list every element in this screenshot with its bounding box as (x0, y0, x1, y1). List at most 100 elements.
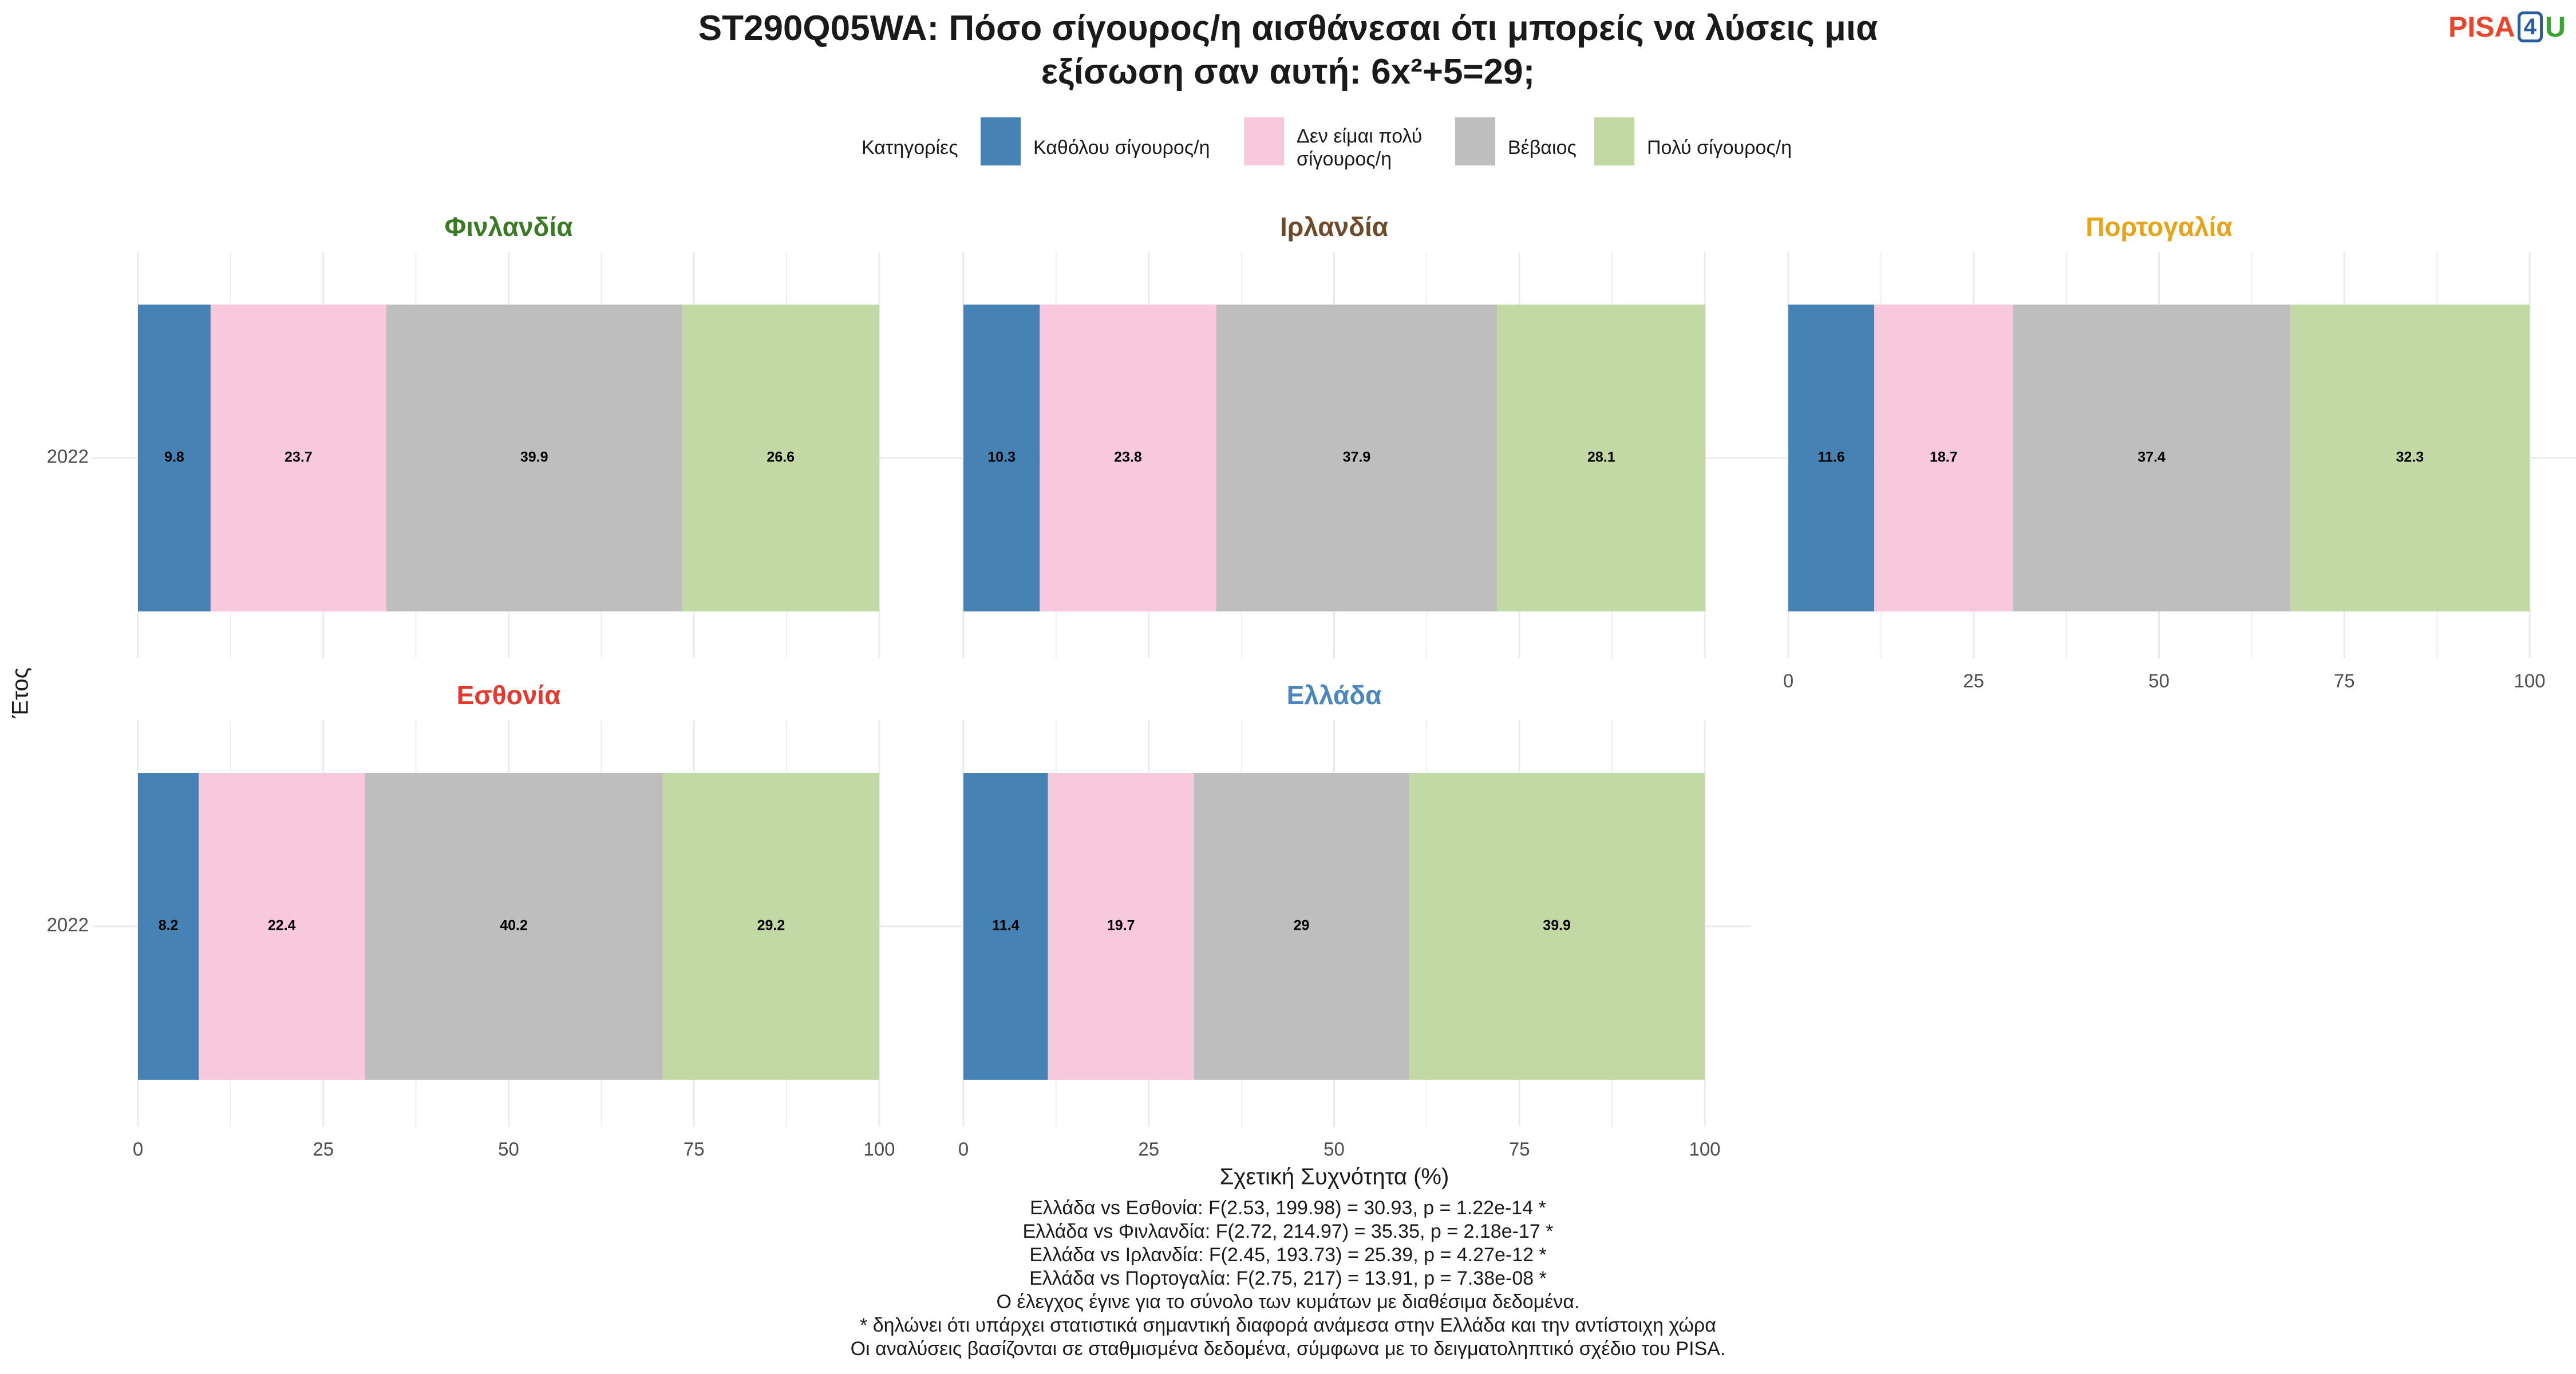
footnote-line: Ελλάδα vs Πορτογαλία: F(2.75, 217) = 13.… (1029, 1268, 1547, 1289)
bar-value-label: 29.2 (757, 918, 785, 934)
x-tick-label: 0 (958, 1139, 969, 1160)
pisa4u-logo: PISA 4 U (2448, 10, 2566, 44)
bar-segment (138, 773, 199, 1080)
bar-value-label: 11.6 (1818, 449, 1844, 465)
bar-segment (1194, 773, 1409, 1080)
x-tick-label: 100 (863, 1139, 895, 1160)
bar-segment (1409, 773, 1705, 1080)
bar-value-label: 39.9 (1543, 918, 1571, 934)
x-tick-label: 75 (2334, 670, 2355, 692)
legend-swatch (1455, 117, 1495, 165)
footnotes: Ελλάδα vs Εσθονία: F(2.53, 199.98) = 30.… (0, 1197, 2576, 1361)
x-tick-label: 25 (1963, 670, 1984, 692)
footnote-line: Ελλάδα vs Εσθονία: F(2.53, 199.98) = 30.… (1030, 1197, 1546, 1219)
facet-title: Φινλανδία (445, 212, 573, 242)
footnote-line: Ελλάδα vs Φινλανδία: F(2.72, 214.97) = 3… (1022, 1221, 1554, 1242)
bar-segment (1048, 773, 1194, 1080)
bar-value-label: 39.9 (520, 449, 548, 465)
bar-value-label: 29 (1294, 918, 1310, 934)
x-tick-label: 25 (1138, 1139, 1159, 1160)
logo-pisa-text: PISA (2448, 11, 2515, 43)
bar-value-label: 11.4 (992, 918, 1019, 934)
bar-value-label: 23.8 (1114, 449, 1142, 465)
bar-segment (2013, 305, 2290, 611)
bar-segment (682, 305, 879, 611)
x-tick-label: 100 (2514, 670, 2545, 692)
chart-title: ST290Q05WA: Πόσο σίγουρος/η αισθάνεσαι ό… (0, 7, 2576, 94)
chart-title-line-1: ST290Q05WA: Πόσο σίγουρος/η αισθάνεσαι ό… (698, 9, 1878, 48)
legend-label: Βέβαιος (1508, 137, 1577, 159)
legend-item: Πολύ σίγουρος/η (1594, 117, 1792, 165)
legend-label: Καθόλου σίγουρος/η (1033, 137, 1210, 159)
legend-label: σίγουρος/η (1297, 148, 1392, 170)
facet-panel: Εσθονία 8.2 22.4 40.2 29.2 2022 0 25 50 75 100 (47, 680, 925, 1160)
x-tick-label: 50 (498, 1139, 519, 1160)
legend-swatch (1244, 117, 1284, 165)
footnote-line: * δηλώνει ότι υπάρχει στατιστικά σημαντι… (860, 1314, 1716, 1336)
legend-label: Πολύ σίγουρος/η (1647, 137, 1792, 159)
bar-value-label: 8.2 (159, 918, 179, 934)
legend-swatch (1594, 117, 1634, 165)
bar-value-label: 37.9 (1343, 449, 1371, 465)
x-tick-label: 50 (2148, 670, 2170, 692)
facet-title: Ελλάδα (1287, 680, 1382, 710)
bar-segment (2290, 305, 2530, 611)
bar-segment (210, 305, 386, 611)
x-tick-label: 100 (1689, 1139, 1720, 1160)
y-tick-label: 2022 (47, 446, 89, 467)
bar-value-label: 10.3 (987, 449, 1016, 465)
y-axis-title: Έτος (8, 668, 33, 718)
facet-panel: Ιρλανδία 10.3 23.8 37.9 28.1 (919, 212, 1751, 658)
footnote-line: Ο έλεγχος έγινε για το σύνολο των κυμάτω… (996, 1291, 1580, 1313)
bar-segment (386, 305, 682, 611)
bar-value-label: 9.8 (164, 449, 184, 465)
facet-panel: Ελλάδα 11.4 19.7 29 39.9 0 25 50 75 100 (919, 680, 1751, 1160)
facet-title: Πορτογαλία (2085, 212, 2232, 242)
logo-four-badge: 4 (2517, 11, 2543, 42)
chart-canvas: Κατηγορίες Καθόλου σίγουρος/η Δεν είμαι πο… (8, 117, 2576, 1190)
facet-title: Ιρλανδία (1280, 212, 1388, 242)
bar-value-label: 26.6 (767, 449, 795, 465)
legend-title: Κατηγορίες (862, 137, 958, 159)
legend-swatch (981, 117, 1021, 165)
bar-segment (1497, 305, 1706, 611)
facet-panel: Φινλανδία 9.8 23.7 39.9 26.6 2022 (47, 212, 925, 658)
bar-segment (138, 305, 211, 611)
x-tick-label: 50 (1323, 1139, 1345, 1160)
bar-segment (1788, 305, 1875, 611)
bar-value-label: 23.7 (285, 449, 313, 465)
chart-title-line-2: εξίσωση σαν αυτή: 6x²+5=29; (1041, 52, 1535, 92)
x-tick-label: 75 (1509, 1139, 1530, 1160)
x-axis-title: Σχετική Συχνότητα (%) (1220, 1164, 1449, 1190)
legend: Κατηγορίες Καθόλου σίγουρος/η Δεν είμαι πο… (862, 117, 1792, 170)
facet-panel: Πορτογαλία 11.6 18.7 37.4 32.3 0 25 50 75 100 (1744, 212, 2576, 692)
bar-value-label: 19.7 (1107, 918, 1135, 934)
bar-value-label: 40.2 (500, 918, 528, 934)
legend-label: Δεν είμαι πολύ (1297, 125, 1422, 147)
bar-segment (365, 773, 663, 1080)
bar-segment (1874, 305, 2013, 611)
bar-value-label: 18.7 (1930, 449, 1958, 465)
bar-segment (1040, 305, 1216, 611)
legend-item: Καθόλου σίγουρος/η (981, 117, 1210, 165)
x-tick-label: 0 (1783, 670, 1793, 692)
legend-item: Βέβαιος (1455, 117, 1577, 165)
bar-segment (199, 773, 365, 1080)
x-tick-label: 0 (133, 1139, 143, 1160)
bar-segment (1216, 305, 1498, 611)
bar-value-label: 22.4 (268, 918, 296, 934)
footnote-line: Ελλάδα vs Ιρλανδία: F(2.45, 193.73) = 25… (1029, 1244, 1547, 1266)
x-tick-label: 75 (683, 1139, 705, 1160)
bar-segment (963, 305, 1040, 611)
bar-segment (662, 773, 879, 1080)
bar-value-label: 32.3 (2396, 449, 2424, 465)
bar-segment (963, 773, 1048, 1080)
footnote-line: Οι αναλύσεις βασίζονται σε σταθμισμένα δ… (850, 1338, 1726, 1360)
x-tick-label: 25 (313, 1139, 334, 1160)
bar-value-label: 28.1 (1587, 449, 1615, 465)
y-tick-label: 2022 (47, 914, 89, 935)
bar-value-label: 37.4 (2138, 449, 2166, 465)
facet-title: Εσθονία (457, 680, 561, 710)
logo-u-text: U (2545, 11, 2566, 43)
